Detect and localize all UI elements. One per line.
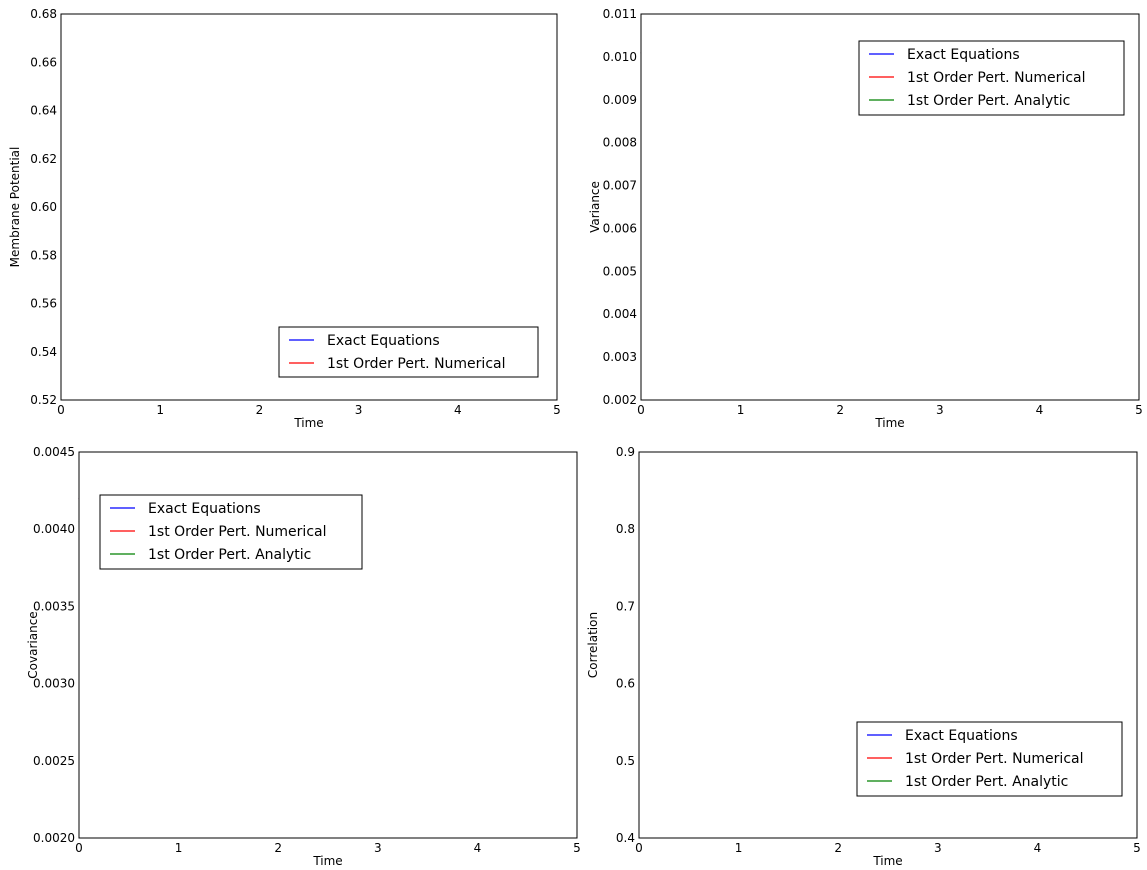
y-tick-label: 0.8 xyxy=(616,522,635,536)
y-tick-label: 0.56 xyxy=(30,297,57,311)
x-tick-label: 3 xyxy=(936,403,944,417)
x-tick-label: 1 xyxy=(156,403,164,417)
y-tick-label: 0.4 xyxy=(616,831,635,845)
x-tick-label: 0 xyxy=(75,841,83,855)
legend-box xyxy=(858,40,1125,116)
x-tick-label: 2 xyxy=(834,841,842,855)
y-tick-label: 0.68 xyxy=(30,7,57,21)
y-tick-label: 0.008 xyxy=(603,136,637,150)
legend-label: Exact Equations xyxy=(148,501,261,517)
x-axis-label: Time xyxy=(874,416,904,430)
x-tick-label: 2 xyxy=(256,403,264,417)
x-tick-label: 0 xyxy=(635,841,643,855)
y-axis-label: Variance xyxy=(588,181,602,233)
legend-label: Exact Equations xyxy=(905,728,1018,744)
y-tick-label: 0.5 xyxy=(616,754,635,768)
x-tick-label: 1 xyxy=(735,841,743,855)
x-tick-label: 1 xyxy=(175,841,183,855)
y-tick-label: 0.010 xyxy=(603,50,637,64)
x-tick-label: 4 xyxy=(1034,841,1042,855)
y-tick-label: 0.54 xyxy=(30,345,57,359)
y-tick-label: 0.52 xyxy=(30,393,57,407)
x-tick-label: 0 xyxy=(57,403,65,417)
y-tick-label: 0.006 xyxy=(603,221,637,235)
legend-label: 1st Order Pert. Numerical xyxy=(907,70,1086,86)
chart-panel-2: 0 1 2 3 4 5 0.002 0.003 0.004 0.005 0.006 0.007 0.00… xyxy=(588,7,1143,430)
x-tick-label: 5 xyxy=(1135,403,1143,417)
y-tick-label: 0.7 xyxy=(616,599,635,613)
x-tick-label: 4 xyxy=(1036,403,1044,417)
y-tick-label: 0.0020 xyxy=(33,831,75,845)
chart-panel-1: 0 1 2 3 4 5 0.52 0.54 0.56 0.58 0.60 0.62 0.64 0.66 0.… xyxy=(8,7,561,430)
x-tick-label: 5 xyxy=(553,403,561,417)
x-axis-label: Time xyxy=(312,854,342,868)
y-tick-label: 0.0045 xyxy=(33,445,75,459)
y-tick-label: 0.0025 xyxy=(33,754,75,768)
y-tick-label: 0.6 xyxy=(616,677,635,691)
legend-box xyxy=(856,721,1123,797)
legend-box xyxy=(99,494,363,570)
y-axis-label: Membrane Potential xyxy=(8,147,22,268)
y-axis-label: Covariance xyxy=(26,611,40,678)
y-tick-label: 0.9 xyxy=(616,445,635,459)
y-tick-label: 0.0030 xyxy=(33,677,75,691)
y-tick-label: 0.009 xyxy=(603,93,637,107)
legend-label: 1st Order Pert. Numerical xyxy=(327,356,506,372)
y-tick-label: 0.003 xyxy=(603,350,637,364)
y-tick-label: 0.011 xyxy=(603,7,637,21)
legend: Exact Equations 1st Order Pert. Numerical… xyxy=(856,721,1123,797)
y-tick-label: 0.0035 xyxy=(33,599,75,613)
y-tick-label: 0.62 xyxy=(30,152,57,166)
y-tick-label: 0.58 xyxy=(30,248,57,262)
y-tick-label: 0.0040 xyxy=(33,522,75,536)
y-tick-label: 0.64 xyxy=(30,104,57,118)
y-tick-label: 0.66 xyxy=(30,55,57,69)
legend-label: 1st Order Pert. Analytic xyxy=(907,93,1070,109)
y-tick-label: 0.002 xyxy=(603,393,637,407)
legend-box xyxy=(278,326,539,378)
legend-label: Exact Equations xyxy=(907,47,1020,63)
legend-label: Exact Equations xyxy=(327,333,440,349)
x-axis-label: Time xyxy=(293,416,323,430)
x-tick-label: 3 xyxy=(934,841,942,855)
x-tick-label: 3 xyxy=(374,841,382,855)
y-tick-label: 0.005 xyxy=(603,264,637,278)
x-axis-label: Time xyxy=(872,854,902,868)
x-tick-label: 4 xyxy=(454,403,462,417)
x-tick-label: 2 xyxy=(274,841,282,855)
y-tick-label: 0.007 xyxy=(603,179,637,193)
x-tick-label: 0 xyxy=(637,403,645,417)
legend: Exact Equations 1st Order Pert. Numerical… xyxy=(858,40,1125,116)
legend: Exact Equations 1st Order Pert. Numerical xyxy=(278,326,539,378)
y-axis-label: Correlation xyxy=(586,612,600,678)
x-tick-label: 5 xyxy=(573,841,581,855)
legend-label: 1st Order Pert. Numerical xyxy=(148,524,327,540)
legend: Exact Equations 1st Order Pert. Numerical… xyxy=(99,494,363,570)
x-tick-label: 3 xyxy=(355,403,363,417)
x-tick-label: 5 xyxy=(1133,841,1141,855)
legend-label: 1st Order Pert. Numerical xyxy=(905,751,1084,767)
y-tick-label: 0.60 xyxy=(30,200,57,214)
y-tick-label: 0.004 xyxy=(603,307,637,321)
x-tick-label: 4 xyxy=(474,841,482,855)
legend-label: 1st Order Pert. Analytic xyxy=(148,547,311,563)
x-tick-label: 1 xyxy=(737,403,745,417)
chart-panel-3: 0 1 2 3 4 5 0.0020 0.0025 0.0030 0.0035 0.0040 0.00… xyxy=(26,445,581,868)
legend-label: 1st Order Pert. Analytic xyxy=(905,774,1068,790)
chart-panel-4: 0 1 2 3 4 5 0.4 0.5 0.6 0.7 0.8 0.9 Time Correlation E… xyxy=(586,445,1141,868)
x-tick-label: 2 xyxy=(836,403,844,417)
